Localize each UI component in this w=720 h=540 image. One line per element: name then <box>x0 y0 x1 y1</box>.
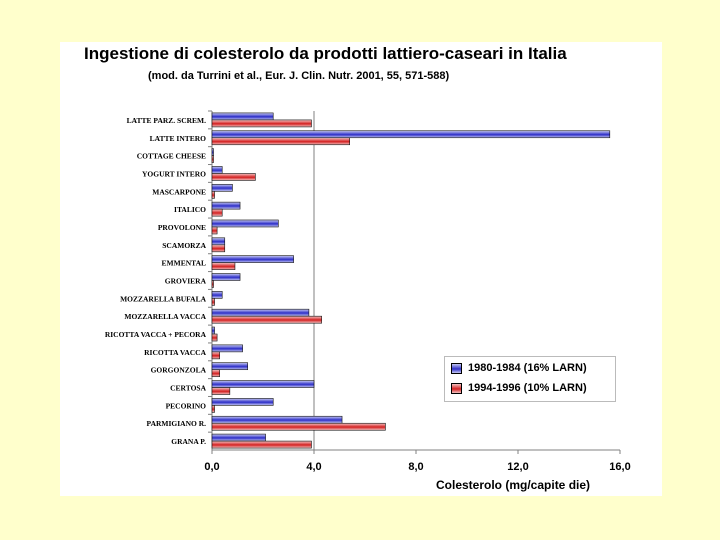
category-label: COTTAGE CHEESE <box>137 152 206 161</box>
bar-1994-1996 <box>211 155 214 163</box>
legend-item-1980-1984: 1980-1984 (16% LARN) <box>451 362 587 374</box>
bar-1994-1996 <box>211 440 312 449</box>
bar-1994-1996 <box>211 173 256 181</box>
chart-subtitle: (mod. da Turrini et al., Eur. J. Clin. N… <box>148 70 450 82</box>
category-label: YOGURT INTERO <box>142 169 206 178</box>
category-label: MOZZARELLA BUFALA <box>120 294 206 303</box>
bar-1980-1984 <box>211 237 226 246</box>
bar-1994-1996 <box>211 208 223 217</box>
bar-1994-1996 <box>211 262 236 270</box>
bar-1994-1996 <box>211 190 215 199</box>
x-axis-label: Colesterolo (mg/capite die) <box>436 478 591 492</box>
bar-1980-1984 <box>211 201 241 210</box>
bar-1994-1996 <box>211 298 215 306</box>
bar-1994-1996 <box>211 315 322 324</box>
bar-1980-1984 <box>211 130 611 139</box>
chart-title: Ingestione di colesterolo da prodotti la… <box>84 44 567 63</box>
x-tick-label: 16,0 <box>609 461 630 473</box>
category-label: PECORINO <box>166 401 207 410</box>
legend-swatch-red <box>451 382 462 394</box>
category-label: RICOTTA VACCA + PECORA <box>105 330 207 339</box>
legend-swatch-blue <box>451 362 462 374</box>
category-label: EMMENTAL <box>162 259 206 268</box>
bar-1994-1996 <box>211 333 218 342</box>
legend-label-1994-1996: 1994-1996 (10% LARN) <box>468 382 587 394</box>
bar-1994-1996 <box>211 369 220 378</box>
legend-label-1980-1984: 1980-1984 (16% LARN) <box>468 362 587 374</box>
bar-1980-1984 <box>211 344 243 353</box>
category-label: GRANA P. <box>171 437 206 446</box>
bar-1994-1996 <box>211 405 215 413</box>
chart-legend: 1980-1984 (16% LARN) 1994-1996 (10% LARN… <box>444 356 616 402</box>
bar-1980-1984 <box>211 273 241 281</box>
category-label: LATTE INTERO <box>150 134 207 143</box>
bar-1980-1984 <box>211 112 274 121</box>
bar-1980-1984 <box>211 362 249 371</box>
bar-1980-1984 <box>211 308 310 317</box>
bar-1994-1996 <box>211 387 231 395</box>
bar-1994-1996 <box>211 137 350 146</box>
category-label: ITALICO <box>174 205 206 214</box>
x-tick-label: 0,0 <box>204 461 219 473</box>
chart-panel <box>60 42 662 496</box>
bar-1980-1984 <box>211 255 294 263</box>
bar-1994-1996 <box>211 280 214 288</box>
legend-item-1994-1996: 1994-1996 (10% LARN) <box>451 382 587 394</box>
bar-1980-1984 <box>211 183 233 192</box>
bar-1994-1996 <box>211 422 386 431</box>
bar-1994-1996 <box>211 226 218 235</box>
bar-1980-1984 <box>211 398 274 406</box>
category-label: MASCARPONE <box>152 187 206 196</box>
category-label: RICOTTA VACCA <box>144 348 206 357</box>
bar-1980-1984 <box>211 291 223 299</box>
category-label: SCAMORZA <box>162 241 206 250</box>
x-tick-label: 4,0 <box>306 461 321 473</box>
category-label: LATTE PARZ. SCREM. <box>127 116 206 125</box>
bar-1994-1996 <box>211 244 226 253</box>
bar-1980-1984 <box>211 166 223 174</box>
x-tick-label: 8,0 <box>408 461 423 473</box>
bar-1980-1984 <box>211 433 266 442</box>
bar-1980-1984 <box>211 219 279 228</box>
bar-1980-1984 <box>211 380 315 388</box>
category-label: CERTOSA <box>170 384 206 393</box>
bar-1980-1984 <box>211 326 215 335</box>
bar-1994-1996 <box>211 351 220 360</box>
bar-1980-1984 <box>211 148 214 156</box>
x-tick-label: 12,0 <box>507 461 528 473</box>
category-label: PROVOLONE <box>158 223 206 232</box>
bar-1994-1996 <box>211 119 312 128</box>
category-label: GORGONZOLA <box>151 366 207 375</box>
category-label: MOZZARELLA VACCA <box>124 312 206 321</box>
bar-1980-1984 <box>211 415 343 424</box>
category-label: GROVIERA <box>165 277 207 286</box>
category-label: PARMIGIANO R. <box>147 419 207 428</box>
